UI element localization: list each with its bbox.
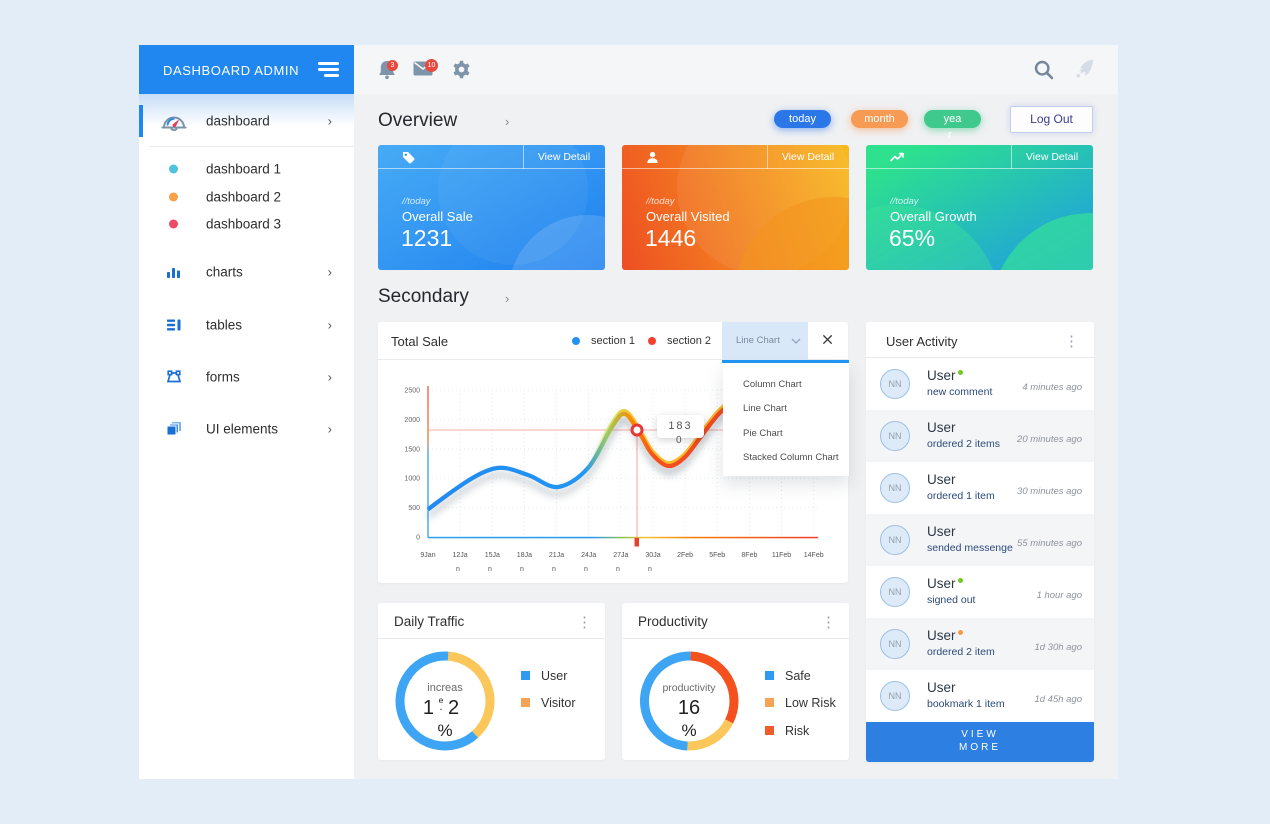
svg-text:2500: 2500 (404, 388, 420, 395)
svg-text:2Feb: 2Feb (677, 552, 693, 559)
svg-text:14Feb: 14Feb (804, 552, 824, 559)
svg-text:15Ja: 15Ja (485, 552, 500, 559)
svg-text:9Jan: 9Jan (420, 552, 435, 559)
svg-text:n: n (552, 566, 556, 573)
svg-text:n: n (648, 566, 652, 573)
svg-text:5Feb: 5Feb (709, 552, 725, 559)
svg-text:27Ja: 27Ja (613, 552, 628, 559)
svg-text:8Feb: 8Feb (741, 552, 757, 559)
svg-text:24Ja: 24Ja (581, 552, 596, 559)
svg-text:1500: 1500 (404, 446, 420, 453)
svg-text:21Ja: 21Ja (549, 552, 564, 559)
svg-text:n: n (584, 566, 588, 573)
svg-text:n: n (616, 566, 620, 573)
svg-text:18Ja: 18Ja (517, 552, 532, 559)
svg-text:0: 0 (416, 535, 420, 542)
svg-text:n: n (520, 566, 524, 573)
svg-text:2000: 2000 (404, 417, 420, 424)
svg-text:n: n (456, 566, 460, 573)
svg-text:11Feb: 11Feb (772, 552, 791, 559)
svg-text:30Ja: 30Ja (645, 552, 660, 559)
svg-text:500: 500 (408, 505, 420, 512)
svg-text:12Ja: 12Ja (453, 552, 468, 559)
svg-text:1000: 1000 (404, 476, 420, 483)
svg-text:n: n (488, 566, 492, 573)
